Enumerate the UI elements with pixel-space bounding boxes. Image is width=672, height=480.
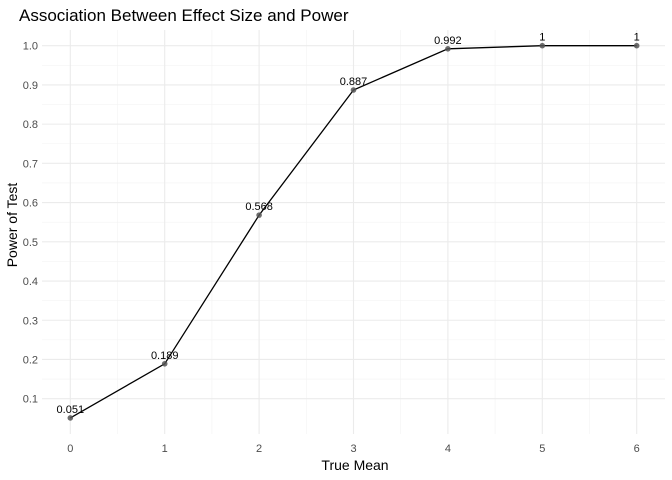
y-tick-label: 0.1 — [23, 394, 38, 406]
data-point — [256, 212, 262, 218]
y-tick-label: 0.7 — [23, 158, 38, 170]
y-tick-label: 1.0 — [23, 41, 38, 53]
x-axis-title: True Mean — [321, 457, 388, 473]
y-tick-label: 0.2 — [23, 354, 38, 366]
data-point — [633, 42, 640, 49]
data-point — [350, 87, 357, 93]
data-label: 0.051 — [57, 404, 85, 416]
data-point — [445, 46, 451, 52]
data-label: 0.568 — [245, 201, 273, 213]
y-tick-label: 0.4 — [23, 276, 38, 288]
y-tick-label: 0.6 — [23, 198, 38, 210]
y-axis-ticks: 0.1 0.2 0.3 0.4 0.5 0.6 0.7 0.8 0.9 1.0 — [23, 41, 38, 406]
y-tick-label: 0.5 — [23, 237, 38, 249]
data-point — [67, 415, 74, 421]
y-axis-title: Power of Test — [4, 183, 20, 268]
data-label: 0.887 — [340, 76, 368, 88]
chart-title: Association Between Effect Size and Powe… — [19, 6, 349, 25]
y-tick-label: 0.9 — [23, 80, 38, 92]
data-point — [161, 360, 168, 367]
data-label: 1 — [539, 32, 545, 44]
y-tick-label: 0.8 — [23, 119, 38, 131]
data-labels: 0.051 0.189 0.568 0.887 0.992 1 1 — [57, 32, 640, 416]
x-tick-label: 5 — [539, 443, 545, 455]
x-tick-label: 0 — [67, 443, 73, 455]
data-label: 0.189 — [151, 350, 179, 362]
data-points — [67, 42, 640, 421]
data-point — [539, 42, 546, 49]
x-tick-label: 1 — [162, 443, 168, 455]
y-tick-label: 0.3 — [23, 315, 38, 327]
data-label: 0.992 — [434, 35, 462, 47]
data-label: 1 — [634, 32, 640, 44]
x-tick-label: 4 — [445, 443, 451, 455]
x-tick-label: 2 — [256, 443, 262, 455]
x-tick-label: 6 — [634, 443, 640, 455]
gridlines — [42, 30, 665, 434]
x-axis-ticks: 0 1 2 3 4 5 6 — [67, 443, 639, 455]
x-tick-label: 3 — [350, 443, 356, 455]
